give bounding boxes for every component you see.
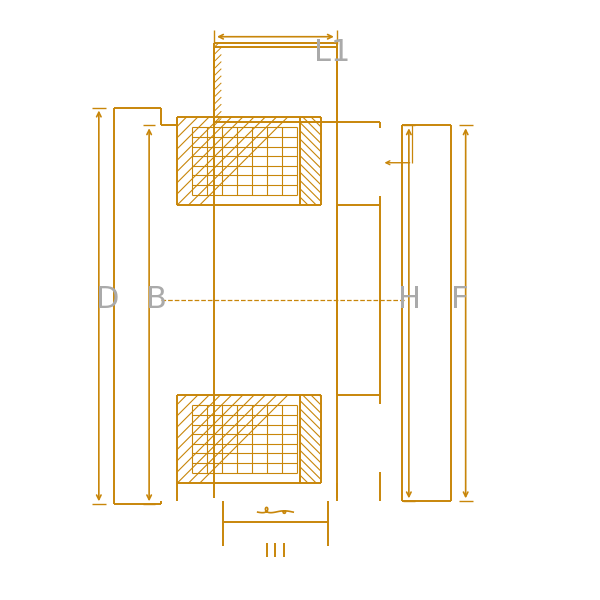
Text: B: B	[146, 286, 167, 314]
Text: L1: L1	[314, 38, 351, 67]
Text: H: H	[398, 286, 421, 314]
Text: D: D	[96, 286, 119, 314]
Text: F: F	[451, 286, 469, 314]
